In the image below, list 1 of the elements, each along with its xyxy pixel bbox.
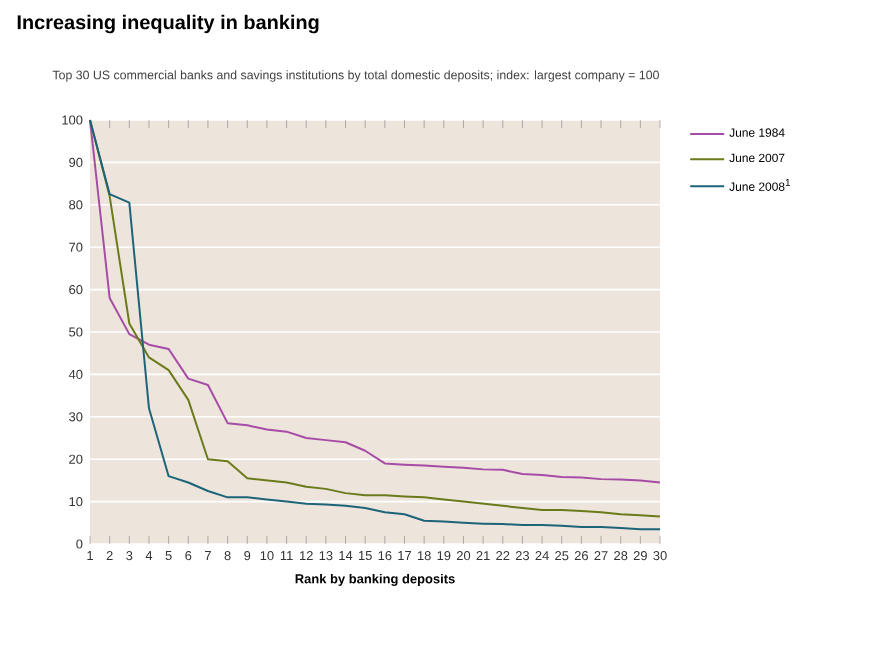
chart-title: Increasing inequality in banking xyxy=(17,14,319,34)
